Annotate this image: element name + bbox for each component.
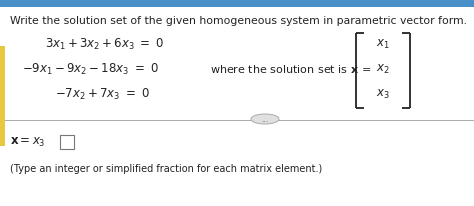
- Text: Write the solution set of the given homogeneous system in parametric vector form: Write the solution set of the given homo…: [10, 16, 467, 26]
- Text: $x_2$: $x_2$: [376, 62, 390, 75]
- Bar: [0, 47, 5, 146]
- Bar: [0, 0, 474, 8]
- Text: (Type an integer or simplified fraction for each matrix element.): (Type an integer or simplified fraction …: [10, 163, 322, 173]
- Bar: [60, 135, 74, 149]
- Text: $\mathbf{x}=x_3$: $\mathbf{x}=x_3$: [10, 135, 46, 148]
- Ellipse shape: [251, 115, 279, 124]
- Text: $x_1$: $x_1$: [376, 37, 390, 50]
- Text: $-7x_2+7x_3\ =\ 0$: $-7x_2+7x_3\ =\ 0$: [55, 86, 150, 101]
- Text: $x_3$: $x_3$: [376, 87, 390, 100]
- Text: where the solution set is $\mathbf{x}$ =: where the solution set is $\mathbf{x}$ =: [210, 63, 371, 75]
- Text: $3x_1+3x_2+6x_3\ =\ 0$: $3x_1+3x_2+6x_3\ =\ 0$: [45, 36, 164, 51]
- Text: ...: ...: [262, 115, 269, 124]
- Text: $-9x_1-9x_2-18x_3\ =\ 0$: $-9x_1-9x_2-18x_3\ =\ 0$: [22, 61, 159, 76]
